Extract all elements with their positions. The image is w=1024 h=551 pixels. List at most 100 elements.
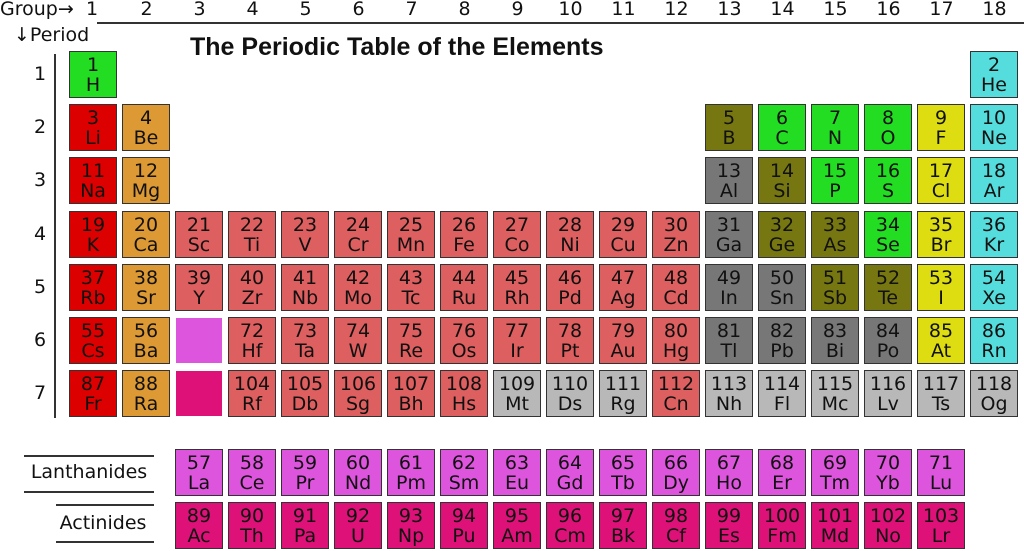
group-label-17: 17 xyxy=(929,0,954,20)
atomic-number: 43 xyxy=(398,266,424,289)
atomic-number: 10 xyxy=(981,107,1007,130)
element-cell-sb: 51 Sb xyxy=(811,263,859,311)
atomic-number: 67 xyxy=(716,452,742,474)
element-symbol: Tm xyxy=(819,472,851,494)
atomic-number: 3 xyxy=(86,107,100,130)
element-cell-bh: 107 Bh xyxy=(387,370,435,418)
element-cell-y: 39 Y xyxy=(175,263,223,311)
element-cell-nh: 113 Nh xyxy=(705,370,753,418)
atomic-number: 70 xyxy=(875,452,901,474)
atomic-number: 98 xyxy=(663,505,689,527)
element-cell-i: 53 I xyxy=(917,263,965,311)
atomic-number: 8 xyxy=(881,107,895,130)
element-cell-ac: 89 Ac xyxy=(175,502,223,549)
element-cell-am: 95 Am xyxy=(493,502,541,549)
element-cell-au: 79 Au xyxy=(599,317,647,364)
element-symbol: Rn xyxy=(981,340,1007,362)
element-symbol: Re xyxy=(398,340,424,362)
page-title: The Periodic Table of the Elements xyxy=(190,33,604,61)
element-cell-ag: 47 Ag xyxy=(599,263,647,311)
element-symbol: Pt xyxy=(560,340,580,362)
element-cell-hs: 108 Hs xyxy=(440,370,488,418)
element-symbol: S xyxy=(881,180,895,203)
element-cell-rn: 86 Rn xyxy=(970,317,1018,364)
element-symbol: Bh xyxy=(398,393,424,416)
atomic-number: 96 xyxy=(557,505,583,527)
element-cell-ca: 20 Ca xyxy=(122,210,170,258)
element-cell-fr: 87 Fr xyxy=(69,370,117,418)
atomic-number: 75 xyxy=(398,320,424,342)
atomic-number: 85 xyxy=(928,320,954,342)
element-cell-rf: 104 Rf xyxy=(228,370,276,418)
element-cell-al: 13 Al xyxy=(705,157,753,205)
element-cell-mt: 109 Mt xyxy=(493,370,541,418)
group-label-1: 1 xyxy=(85,0,99,20)
element-symbol: Mg xyxy=(131,180,161,203)
atomic-number: 5 xyxy=(722,107,736,130)
group-label-16: 16 xyxy=(876,0,901,20)
atomic-number: 4 xyxy=(139,107,153,130)
element-symbol: Nd xyxy=(344,472,372,494)
atomic-number: 76 xyxy=(451,320,477,342)
element-symbol: Ra xyxy=(133,393,159,416)
atomic-number: 49 xyxy=(716,266,742,289)
atomic-number: 12 xyxy=(133,160,159,183)
atomic-number: 28 xyxy=(557,213,583,236)
element-symbol: K xyxy=(86,233,100,256)
atomic-number: 18 xyxy=(981,160,1007,183)
element-symbol: Th xyxy=(240,525,264,547)
element-cell-cs: 55 Cs xyxy=(69,317,117,364)
atomic-number: 35 xyxy=(928,213,954,236)
element-cell-fm: 100 Fm xyxy=(758,502,806,549)
element-symbol: Sb xyxy=(822,286,848,309)
atomic-number: 22 xyxy=(239,213,265,236)
element-symbol: F xyxy=(935,127,947,150)
element-cell-md: 101 Md xyxy=(811,502,859,549)
element-cell-cm: 96 Cm xyxy=(546,502,594,549)
period-label-7: 7 xyxy=(33,382,47,405)
element-symbol: Cs xyxy=(81,340,105,362)
atomic-number: 53 xyxy=(928,266,954,289)
element-symbol: Ni xyxy=(560,233,580,256)
atomic-number: 60 xyxy=(345,452,371,474)
element-symbol: Gd xyxy=(556,472,584,494)
element-cell-p: 15 P xyxy=(811,157,859,205)
lanthanides-label: Lanthanides xyxy=(30,461,148,483)
atomic-number: 25 xyxy=(398,213,424,236)
atomic-number: 24 xyxy=(345,213,371,236)
group-label-15: 15 xyxy=(823,0,848,20)
element-symbol: Co xyxy=(504,233,530,256)
atomic-number: 55 xyxy=(80,320,106,342)
element-symbol: At xyxy=(930,340,952,362)
atomic-number: 16 xyxy=(875,160,901,183)
element-cell-ne: 10 Ne xyxy=(970,104,1018,152)
element-cell-ta: 73 Ta xyxy=(281,317,329,364)
element-cell-ds: 110 Ds xyxy=(546,370,594,418)
lanthanides-bottom-rule xyxy=(24,491,154,493)
element-symbol: Pb xyxy=(770,340,794,362)
lanthanide-placeholder-cell xyxy=(175,317,223,364)
element-cell-bi: 83 Bi xyxy=(811,317,859,364)
element-symbol: Ce xyxy=(239,472,265,494)
atomic-number: 56 xyxy=(133,320,159,342)
element-cell-in: 49 In xyxy=(705,263,753,311)
atomic-number: 45 xyxy=(504,266,530,289)
actinides-label: Actinides xyxy=(59,512,147,534)
element-symbol: Na xyxy=(80,180,106,203)
atomic-number: 11 xyxy=(80,160,106,183)
element-symbol: Am xyxy=(501,525,533,547)
element-symbol: Ba xyxy=(133,340,159,362)
element-cell-eu: 63 Eu xyxy=(493,449,541,496)
element-symbol: Ru xyxy=(451,286,477,309)
element-symbol: Mt xyxy=(505,393,529,416)
atomic-number: 54 xyxy=(981,266,1007,289)
atomic-number: 108 xyxy=(445,373,483,396)
element-cell-be: 4 Be xyxy=(122,104,170,152)
element-cell-si: 14 Si xyxy=(758,157,806,205)
element-symbol: Ga xyxy=(715,233,743,256)
atomic-number: 68 xyxy=(769,452,795,474)
element-cell-th: 90 Th xyxy=(228,502,276,549)
atomic-number: 104 xyxy=(233,373,271,396)
